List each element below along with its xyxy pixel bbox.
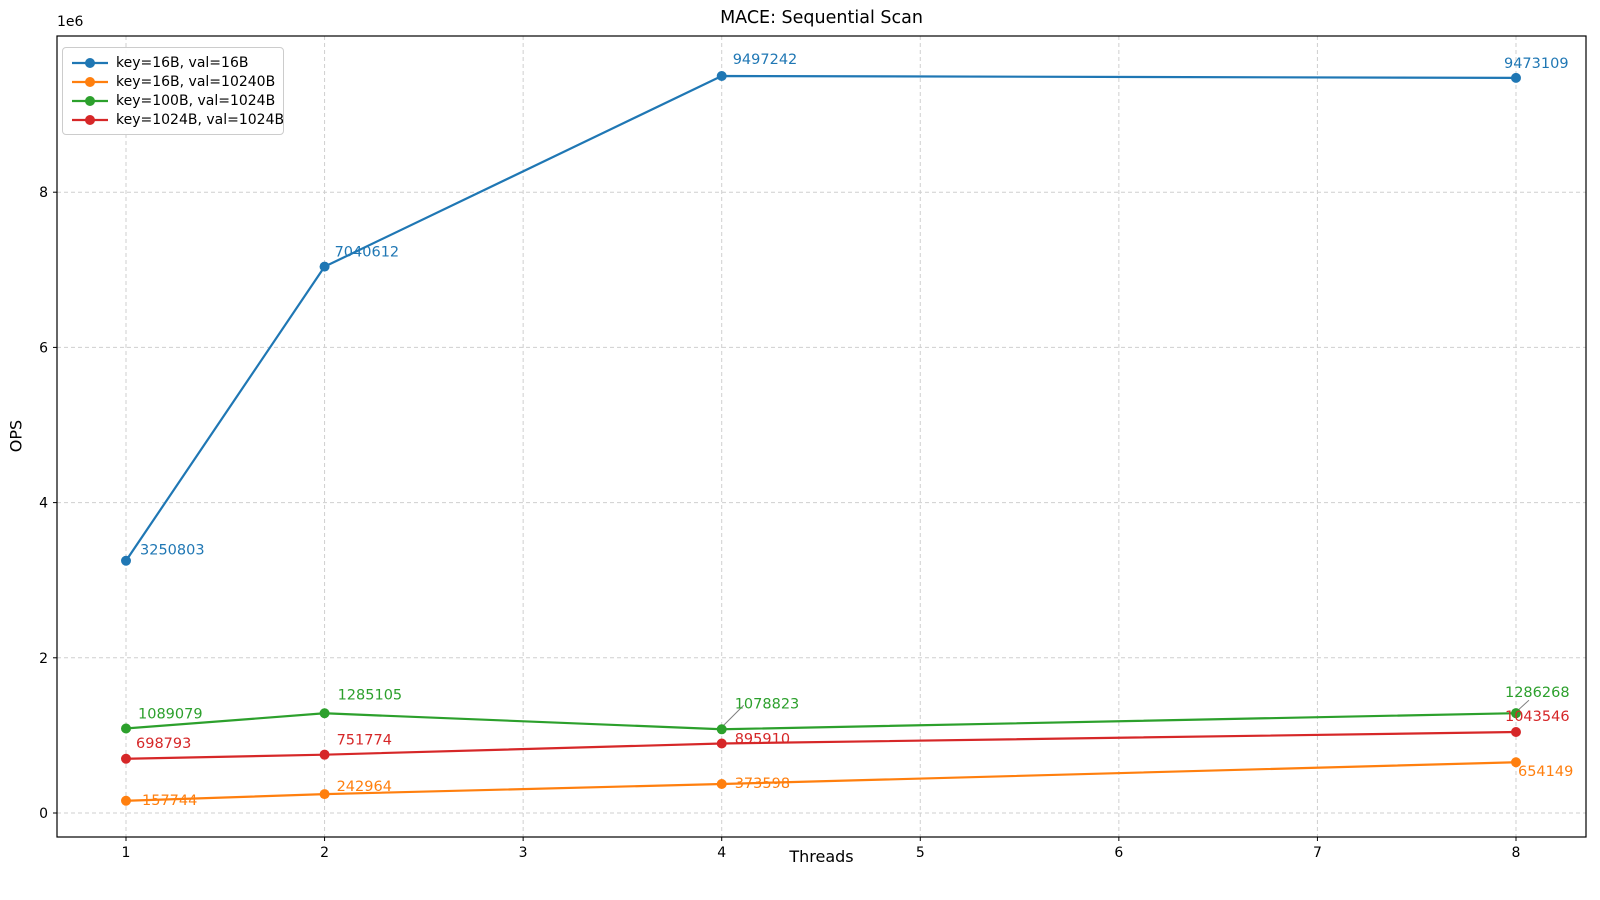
x-tick-label: 5 <box>916 845 925 861</box>
data-point-label: 1285105 <box>338 687 403 703</box>
data-point-marker <box>319 708 330 719</box>
data-point-label: 1089079 <box>138 706 203 722</box>
data-point-label: 1043546 <box>1505 709 1570 725</box>
data-point-label: 9473109 <box>1504 56 1569 72</box>
series-line <box>125 712 1517 731</box>
data-point-label: 698793 <box>136 736 191 752</box>
legend: key=16B, val=16B key=16B, val=10240B key… <box>62 47 284 135</box>
data-point-marker <box>319 261 330 272</box>
data-point-label: 654149 <box>1518 764 1573 780</box>
x-tick-label: 4 <box>717 845 726 861</box>
data-point-marker <box>716 738 727 749</box>
y-tick-label: 6 <box>39 340 48 356</box>
data-point-label: 3250803 <box>140 543 205 559</box>
data-point-marker <box>716 71 727 82</box>
data-point-marker <box>1510 708 1521 719</box>
y-tick-label: 2 <box>39 651 48 667</box>
legend-line-marker-icon <box>72 95 108 106</box>
legend-item: key=16B, val=16B <box>71 53 275 72</box>
data-point-label: 1078823 <box>735 696 800 712</box>
data-point-label: 9497242 <box>733 52 798 68</box>
data-point-marker <box>1510 757 1521 768</box>
series-line <box>125 761 1517 802</box>
x-tick-label: 1 <box>122 845 131 861</box>
y-tick-label: 8 <box>39 185 48 201</box>
y-axis-label: OPS <box>6 419 26 453</box>
data-point-label: 895910 <box>735 731 790 747</box>
axes-box <box>56 35 1587 838</box>
data-point-marker <box>121 753 131 764</box>
legend-item: key=100B, val=1024B <box>71 91 275 110</box>
annotation-leader-line <box>723 704 745 726</box>
x-tick-label: 3 <box>519 845 528 861</box>
legend-line-marker-icon <box>72 76 108 87</box>
series-line <box>125 74 1516 562</box>
data-point-marker <box>319 749 330 760</box>
y-tick-label: 0 <box>39 806 48 822</box>
data-point-marker <box>1510 72 1521 83</box>
legend-item: key=1024B, val=1024B <box>71 110 284 129</box>
x-axis-label: Threads <box>789 847 854 866</box>
legend-label: key=16B, val=10240B <box>116 73 276 90</box>
x-tick-label: 2 <box>320 845 329 861</box>
legend-item: key=16B, val=10240B <box>71 72 275 91</box>
legend-label: key=1024B, val=1024B <box>116 111 285 128</box>
data-point-marker <box>121 795 131 806</box>
data-point-label: 157744 <box>142 793 197 809</box>
x-tick-label: 6 <box>1114 845 1123 861</box>
legend-line-marker-icon <box>72 57 108 68</box>
data-point-label: 1286268 <box>1505 685 1570 701</box>
x-tick-label: 7 <box>1313 845 1322 861</box>
chart-title: MACE: Sequential Scan <box>720 8 923 28</box>
data-point-marker <box>121 723 131 734</box>
y-tick-label: 4 <box>39 496 48 512</box>
data-point-label: 242964 <box>337 779 392 795</box>
data-point-label: 751774 <box>337 733 392 749</box>
legend-label: key=16B, val=16B <box>116 54 249 71</box>
legend-line-marker-icon <box>72 114 108 125</box>
data-point-marker <box>716 779 727 790</box>
legend-label: key=100B, val=1024B <box>116 92 276 109</box>
annotation-leader-line <box>1517 699 1530 711</box>
data-point-marker <box>121 555 131 566</box>
data-point-marker <box>716 724 727 735</box>
data-point-marker <box>319 789 330 800</box>
data-point-label: 7040612 <box>335 245 400 261</box>
y-axis-offset-text: 1e6 <box>57 14 84 30</box>
x-tick-label: 8 <box>1512 845 1521 861</box>
data-point-label: 373598 <box>735 776 790 792</box>
data-point-marker <box>1510 727 1521 738</box>
series-line <box>125 730 1517 760</box>
